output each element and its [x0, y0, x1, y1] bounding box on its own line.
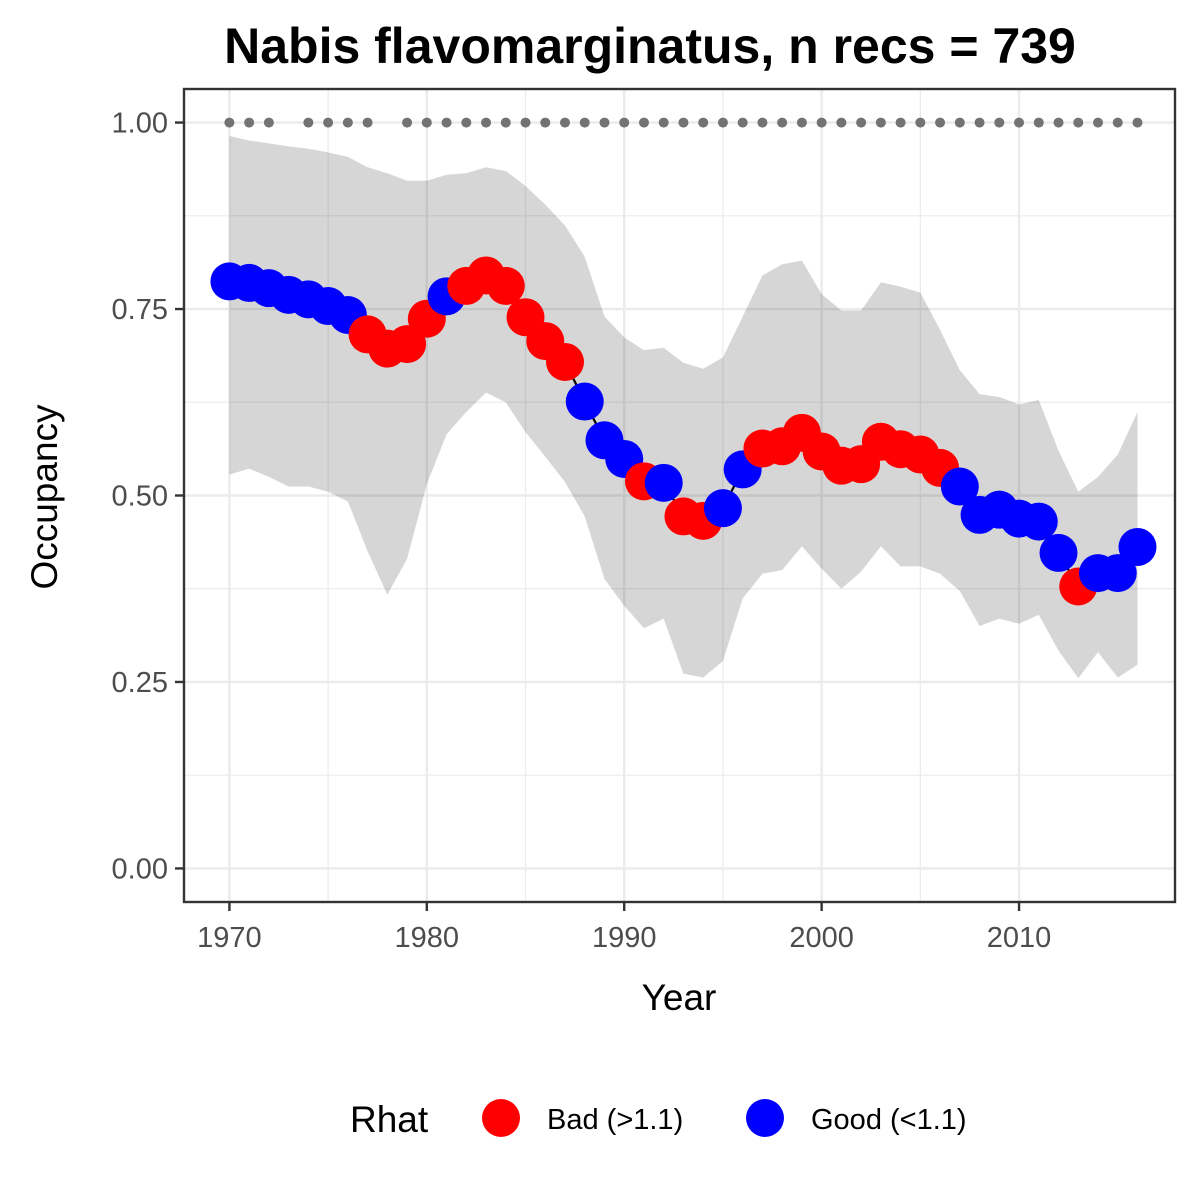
occupancy-point [1118, 527, 1157, 566]
detection-point [737, 117, 748, 128]
detection-point [500, 117, 511, 128]
y-tick-label: 0.00 [112, 853, 168, 885]
x-tick-label: 2000 [789, 922, 854, 954]
detection-point [994, 117, 1005, 128]
detection-point [678, 117, 689, 128]
detection-point [1033, 117, 1044, 128]
detection-point [895, 117, 906, 128]
detection-point [974, 117, 985, 128]
detection-point [441, 117, 452, 128]
detection-point [638, 117, 649, 128]
detection-point [816, 117, 827, 128]
occupancy-point [703, 489, 742, 528]
chart-title: Nabis flavomarginatus, n recs = 739 [224, 18, 1076, 74]
detection-point [777, 117, 788, 128]
x-tick-label: 1970 [197, 922, 262, 954]
legend-label-good: Good (<1.1) [811, 1104, 967, 1136]
occupancy-point [1019, 502, 1058, 541]
axes: 1970 1980 1990 2000 2010 0.00 0.25 0.50 0.75 1.00 [112, 87, 1177, 954]
detection-point [757, 117, 768, 128]
detection-point [875, 117, 886, 128]
legend-label-bad: Bad (>1.1) [547, 1104, 683, 1136]
occupancy-point [546, 342, 585, 381]
x-tick-label: 1990 [592, 922, 657, 954]
y-tick-label: 0.25 [112, 667, 168, 699]
detection-point [540, 117, 551, 128]
detection-point [1093, 117, 1104, 128]
x-tick-label: 1980 [395, 922, 460, 954]
detection-point [1112, 117, 1123, 128]
detection-point [954, 117, 965, 128]
x-tick-label: 2010 [987, 922, 1052, 954]
detection-point [244, 117, 255, 128]
y-axis-title: Occupancy [24, 404, 65, 590]
y-tick-label: 0.50 [112, 481, 168, 513]
detection-point [836, 117, 847, 128]
occupancy-point [940, 467, 979, 506]
detection-point [402, 117, 413, 128]
legend-title: Rhat [350, 1099, 429, 1140]
detection-point [481, 117, 492, 128]
detection-point [421, 117, 432, 128]
x-axis-title: Year [642, 977, 717, 1018]
detection-point [717, 117, 728, 128]
detection-point [619, 117, 630, 128]
occupancy-point [1098, 554, 1137, 593]
plot-area [184, 89, 1175, 902]
detection-point [796, 117, 807, 128]
detection-point [560, 117, 571, 128]
detection-point [520, 117, 531, 128]
legend-swatch-good [746, 1099, 784, 1137]
detection-point [1073, 117, 1084, 128]
y-tick-label: 1.00 [112, 108, 168, 140]
detection-point [224, 117, 235, 128]
detection-point [579, 117, 590, 128]
legend: Rhat Bad (>1.1) Good (<1.1) [350, 1099, 967, 1140]
detection-point [1132, 117, 1143, 128]
detection-point [342, 117, 353, 128]
occupancy-point [486, 266, 525, 305]
occupancy-point [565, 382, 604, 421]
detection-point [935, 117, 946, 128]
detection-point [658, 117, 669, 128]
detection-point [461, 117, 472, 128]
detection-point [323, 117, 334, 128]
y-tick-label: 0.75 [112, 294, 168, 326]
occupancy-point [644, 463, 683, 502]
detection-point [599, 117, 610, 128]
detection-point [915, 117, 926, 128]
legend-swatch-bad [482, 1099, 520, 1137]
detection-point [1014, 117, 1025, 128]
detection-point [698, 117, 709, 128]
detection-point [1053, 117, 1064, 128]
detection-point [303, 117, 314, 128]
occupancy-point [1039, 533, 1078, 572]
detection-point [856, 117, 867, 128]
detection-point [263, 117, 274, 128]
detection-point [362, 117, 373, 128]
